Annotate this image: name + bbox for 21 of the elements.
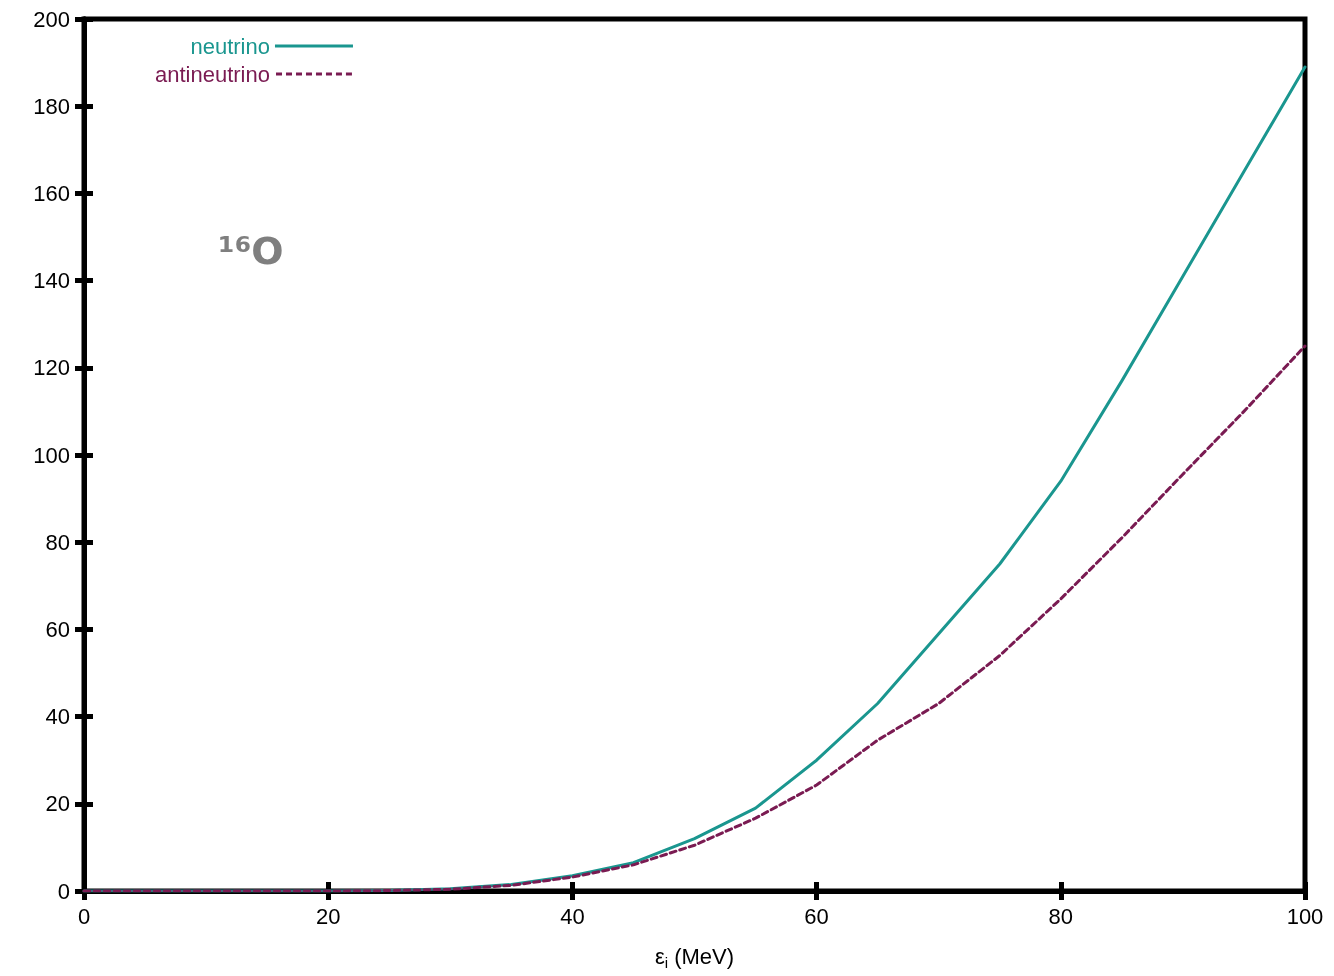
y-tick-label: 80 xyxy=(45,529,70,555)
y-tick-label: 100 xyxy=(33,442,70,468)
line-series xyxy=(82,344,1307,893)
y-tick-label: 160 xyxy=(33,180,70,206)
legend-label: neutrino xyxy=(190,33,270,59)
y-tick-label: 0 xyxy=(57,878,70,904)
annotation: ¹⁶O xyxy=(218,229,284,273)
x-tick-label: 0 xyxy=(77,903,91,929)
y-tick-label: 20 xyxy=(45,791,70,817)
y-tick-label: 140 xyxy=(33,268,70,294)
y-tick-label: 60 xyxy=(45,616,70,642)
y-tick-label: 180 xyxy=(33,93,70,119)
x-tick-label: 80 xyxy=(1048,903,1074,929)
y-tick-label: 40 xyxy=(45,704,70,730)
y-tick-label: 120 xyxy=(33,355,70,381)
x-tick-label: 100 xyxy=(1286,903,1324,929)
legend-label: antineutrino xyxy=(154,61,270,87)
x-tick-label: 60 xyxy=(804,903,829,929)
x-tick-label: 40 xyxy=(560,903,585,929)
y-tick-label: 200 xyxy=(33,6,70,32)
x-tick-label: 20 xyxy=(315,903,341,929)
